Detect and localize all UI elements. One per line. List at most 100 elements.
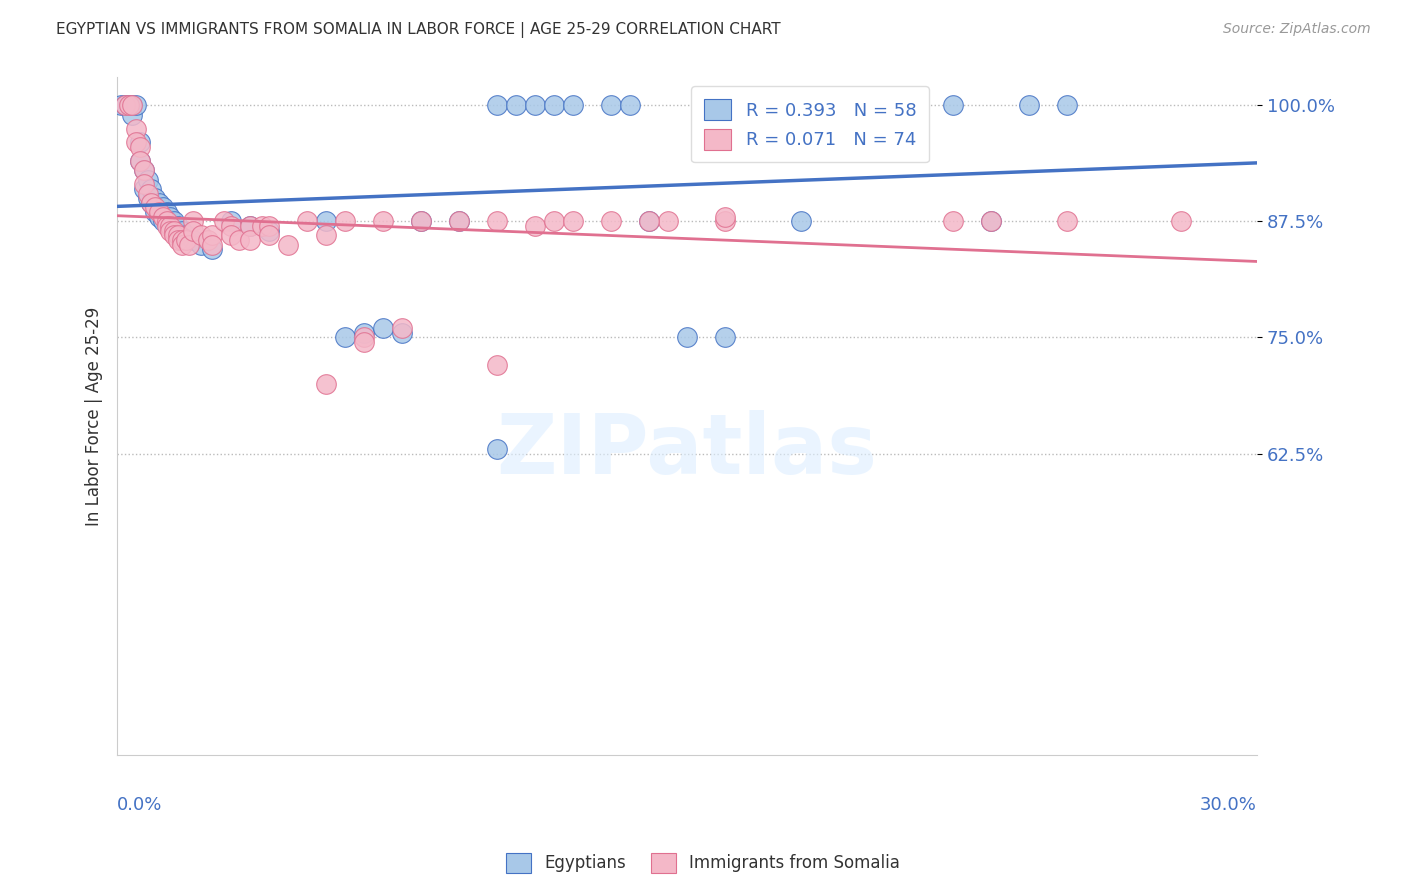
Point	[163, 224, 186, 238]
Point	[163, 214, 186, 228]
Point	[391, 321, 413, 335]
Point	[373, 321, 395, 335]
Point	[170, 233, 193, 247]
Point	[129, 154, 152, 169]
Point	[117, 98, 139, 112]
Point	[141, 195, 163, 210]
Point	[129, 154, 152, 169]
Point	[121, 107, 143, 121]
Point	[114, 98, 136, 112]
Point	[132, 182, 155, 196]
Point	[132, 178, 155, 192]
Text: 0.0%: 0.0%	[117, 796, 163, 814]
Text: EGYPTIAN VS IMMIGRANTS FROM SOMALIA IN LABOR FORCE | AGE 25-29 CORRELATION CHART: EGYPTIAN VS IMMIGRANTS FROM SOMALIA IN L…	[56, 22, 780, 38]
Point	[159, 224, 181, 238]
Point	[790, 214, 813, 228]
Point	[353, 330, 375, 344]
Point	[110, 98, 132, 112]
Point	[866, 98, 889, 112]
Point	[174, 228, 197, 243]
Point	[190, 228, 212, 243]
Point	[714, 214, 737, 228]
Point	[201, 242, 224, 256]
Point	[201, 228, 224, 243]
Point	[152, 214, 174, 228]
Point	[239, 219, 262, 233]
Text: Source: ZipAtlas.com: Source: ZipAtlas.com	[1223, 22, 1371, 37]
Point	[980, 214, 1002, 228]
Text: ZIPatlas: ZIPatlas	[496, 409, 877, 491]
Point	[486, 359, 509, 373]
Point	[114, 98, 136, 112]
Y-axis label: In Labor Force | Age 25-29: In Labor Force | Age 25-29	[86, 307, 103, 526]
Point	[676, 330, 699, 344]
Point	[141, 182, 163, 196]
Point	[562, 214, 585, 228]
Point	[250, 219, 273, 233]
Point	[181, 224, 204, 238]
Point	[657, 214, 679, 228]
Point	[449, 214, 471, 228]
Point	[391, 326, 413, 340]
Point	[942, 98, 965, 112]
Point	[136, 191, 159, 205]
Point	[295, 214, 318, 228]
Point	[239, 233, 262, 247]
Point	[228, 233, 250, 247]
Point	[155, 205, 177, 219]
Legend: R = 0.393   N = 58, R = 0.071   N = 74: R = 0.393 N = 58, R = 0.071 N = 74	[692, 87, 929, 162]
Point	[1056, 98, 1078, 112]
Point	[163, 224, 186, 238]
Point	[121, 98, 143, 112]
Point	[129, 136, 152, 150]
Point	[1170, 214, 1192, 228]
Point	[152, 210, 174, 224]
Point	[129, 140, 152, 154]
Point	[170, 224, 193, 238]
Point	[1018, 98, 1040, 112]
Point	[148, 205, 170, 219]
Point	[132, 163, 155, 178]
Point	[600, 98, 623, 112]
Point	[219, 219, 242, 233]
Text: 30.0%: 30.0%	[1201, 796, 1257, 814]
Point	[159, 219, 181, 233]
Point	[125, 98, 148, 112]
Point	[600, 214, 623, 228]
Point	[315, 228, 337, 243]
Point	[190, 237, 212, 252]
Point	[117, 98, 139, 112]
Point	[159, 210, 181, 224]
Point	[181, 214, 204, 228]
Legend: Egyptians, Immigrants from Somalia: Egyptians, Immigrants from Somalia	[499, 847, 907, 880]
Point	[505, 98, 527, 112]
Point	[411, 214, 433, 228]
Point	[562, 98, 585, 112]
Point	[212, 214, 235, 228]
Point	[315, 376, 337, 391]
Point	[181, 233, 204, 247]
Point	[353, 335, 375, 350]
Point	[619, 98, 641, 112]
Point	[174, 233, 197, 247]
Point	[333, 214, 356, 228]
Point	[155, 214, 177, 228]
Point	[167, 228, 190, 243]
Point	[152, 201, 174, 215]
Point	[638, 214, 661, 228]
Point	[239, 219, 262, 233]
Point	[201, 237, 224, 252]
Point	[179, 237, 201, 252]
Point	[143, 191, 166, 205]
Point	[486, 98, 509, 112]
Point	[167, 228, 190, 243]
Point	[638, 214, 661, 228]
Point	[148, 195, 170, 210]
Point	[136, 186, 159, 201]
Point	[141, 195, 163, 210]
Point	[904, 98, 927, 112]
Point	[524, 98, 547, 112]
Point	[942, 214, 965, 228]
Point	[257, 219, 280, 233]
Point	[486, 442, 509, 456]
